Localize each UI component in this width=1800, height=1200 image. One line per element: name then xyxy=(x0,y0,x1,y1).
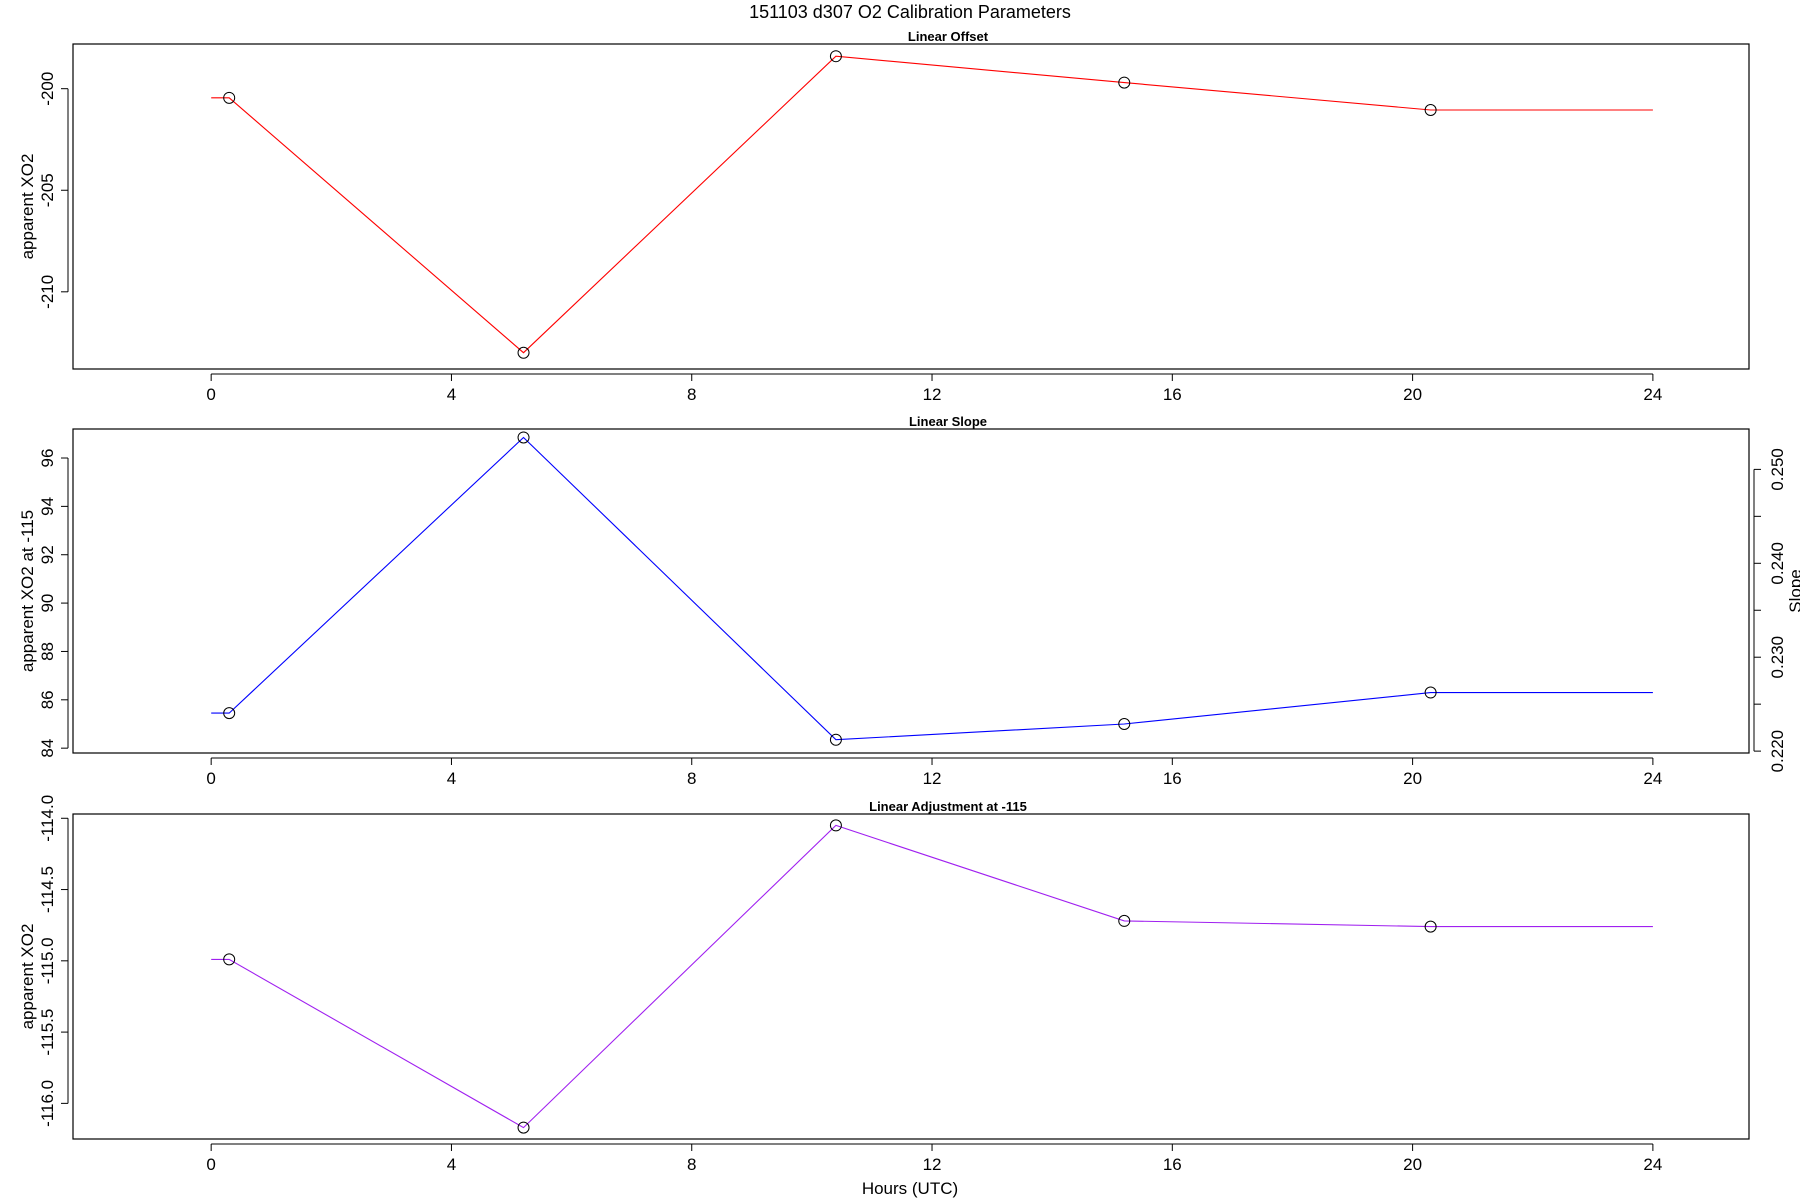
x-tick-label: 12 xyxy=(923,1155,942,1174)
data-point xyxy=(1424,104,1437,117)
panel-1: Linear Offset 0 4 8 12 16 20 24 -210 -205 -200 appa… xyxy=(18,29,1750,404)
x-tick-label: 12 xyxy=(923,385,942,404)
series-line xyxy=(211,824,1653,1129)
x-tick-label: 20 xyxy=(1403,1155,1422,1174)
x-tick-label: 20 xyxy=(1403,769,1422,788)
data-point xyxy=(1118,717,1131,730)
figure-title: 151103 d307 O2 Calibration Parameters xyxy=(749,2,1071,22)
right-y-tick-label: 0.220 xyxy=(1768,730,1787,773)
x-axis-label: Hours (UTC) xyxy=(862,1179,958,1198)
plot-frame xyxy=(72,813,1750,1140)
plot-frame xyxy=(72,43,1750,370)
data-point xyxy=(829,819,842,832)
data-point xyxy=(517,346,530,359)
data-point xyxy=(1118,76,1131,89)
panel-2: Linear Slope 0 4 8 12 16 20 24 84 86 88 90 92 94 96 app… xyxy=(18,414,1800,788)
panel-title: Linear Adjustment at -115 xyxy=(869,799,1027,814)
data-point xyxy=(223,707,236,720)
x-tick-label: 4 xyxy=(447,385,456,404)
x-tick-label: 20 xyxy=(1403,385,1422,404)
data-point xyxy=(517,431,530,444)
x-tick-label: 8 xyxy=(687,1155,696,1174)
x-tick-label: 0 xyxy=(206,1155,215,1174)
y-tick-label: -115.5 xyxy=(38,1009,57,1056)
plot-frame xyxy=(72,428,1750,754)
data-point xyxy=(223,953,236,966)
x-tick-label: 24 xyxy=(1643,1155,1662,1174)
right-y-tick-label: 0.240 xyxy=(1768,542,1787,585)
panel-3: Linear Adjustment at -115 0 4 8 12 16 20 24 -116… xyxy=(18,795,1750,1174)
x-tick-label: 0 xyxy=(206,769,215,788)
y-tick-label: 84 xyxy=(38,739,57,758)
x-tick-label: 12 xyxy=(923,769,942,788)
x-tick-label: 4 xyxy=(447,1155,456,1174)
y-tick-label: 92 xyxy=(38,545,57,564)
y-tick-label: -210 xyxy=(38,275,57,309)
y-tick-label: 90 xyxy=(38,594,57,613)
right-y-tick-label: 0.230 xyxy=(1768,636,1787,679)
y-tick-label: -114.0 xyxy=(38,795,57,842)
x-tick-label: 8 xyxy=(687,769,696,788)
y-tick-label: -200 xyxy=(38,72,57,106)
x-tick-label: 24 xyxy=(1643,769,1662,788)
y-tick-label: 94 xyxy=(38,497,57,516)
data-point xyxy=(1118,914,1131,927)
x-tick-label: 4 xyxy=(447,769,456,788)
x-tick-label: 24 xyxy=(1643,385,1662,404)
panel-title: Linear Offset xyxy=(908,29,989,44)
y-tick-label: -116.0 xyxy=(38,1080,57,1127)
data-point xyxy=(1424,920,1437,933)
y-axis-label: apparent XO2 xyxy=(18,924,37,1030)
right-y-tick-label: 0.250 xyxy=(1768,448,1787,491)
x-tick-label: 16 xyxy=(1163,1155,1182,1174)
x-tick-label: 16 xyxy=(1163,385,1182,404)
chart-panels: Linear Offset 0 4 8 12 16 20 24 -210 -205 -200 appa… xyxy=(18,29,1800,1174)
x-tick-label: 8 xyxy=(687,385,696,404)
y-tick-label: 88 xyxy=(38,642,57,661)
data-point xyxy=(829,733,842,746)
y-tick-label: 86 xyxy=(38,690,57,709)
y-tick-label: -115.0 xyxy=(38,937,57,984)
panel-title: Linear Slope xyxy=(909,414,987,429)
right-y-axis-label: Slope xyxy=(1786,569,1800,612)
x-tick-label: 0 xyxy=(206,385,215,404)
series-line xyxy=(211,436,1653,741)
data-point xyxy=(517,1121,530,1134)
y-axis-label: apparent XO2 at -115 xyxy=(18,510,37,672)
series-line xyxy=(211,55,1653,354)
y-tick-label: 96 xyxy=(38,449,57,468)
y-axis-label: apparent XO2 xyxy=(18,154,37,260)
data-point xyxy=(829,50,842,63)
y-tick-label: -205 xyxy=(38,173,57,207)
y-tick-label: -114.5 xyxy=(38,866,57,913)
x-tick-label: 16 xyxy=(1163,769,1182,788)
data-point xyxy=(1424,686,1437,699)
data-point xyxy=(223,91,236,104)
